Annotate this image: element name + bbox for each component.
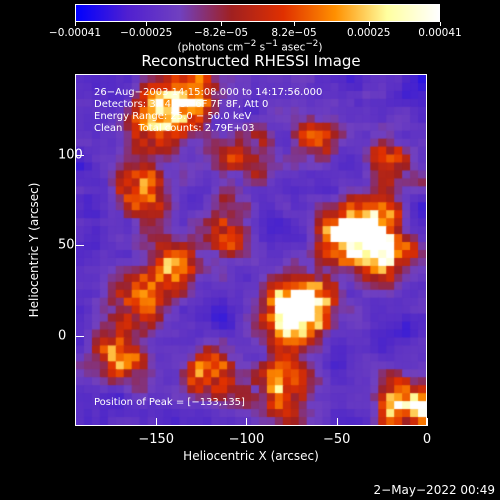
colorbar-tick-mark xyxy=(294,22,295,26)
y-tick-label: 50 xyxy=(58,237,75,253)
colorbar-units: (photons cm−2 s−1 asec−2) xyxy=(177,39,323,54)
x-tick-label: 0 xyxy=(422,432,432,447)
colorbar-tick-mark xyxy=(440,22,441,26)
annotation-time: 26−Aug−2003 14:15:08.000 to 14:17:56.000 xyxy=(94,87,323,98)
colorbar-tick-label: −0.00041 xyxy=(48,27,102,39)
colorbar-tick-mark xyxy=(221,22,222,26)
x-tick-mark xyxy=(427,418,428,426)
annotation-energy: Energy Range: 25.0 − 50.0 keV xyxy=(94,111,252,122)
x-tick-mark xyxy=(336,418,338,426)
y-tick-mark xyxy=(76,155,84,157)
plot-area: 26−Aug−2003 14:15:08.000 to 14:17:56.000… xyxy=(75,74,427,426)
y-tick-mark xyxy=(76,245,84,247)
x-axis-label: Heliocentric X (arcsec) xyxy=(183,449,319,463)
x-tick-label: −150 xyxy=(138,432,175,447)
annotation-counts: Clean Total counts: 2.79E+03 xyxy=(94,123,255,134)
x-tick-mark xyxy=(246,418,248,426)
y-tick-label: 0 xyxy=(58,328,67,344)
y-axis-label: Heliocentric Y (arcsec) xyxy=(27,182,41,318)
colorbar-tick-label: 0.00041 xyxy=(418,27,462,39)
heatmap-image xyxy=(76,75,426,425)
colorbar-tick-mark xyxy=(146,22,148,26)
annotation-detectors: Detectors: 3F 4F 5F 6F 7F 8F, Att 0 xyxy=(94,99,269,110)
colorbar-tick-label: 8.2e−05 xyxy=(271,27,317,39)
chart-title: Reconstructed RHESSI Image xyxy=(141,52,361,70)
x-tick-mark xyxy=(156,418,158,426)
x-tick-label: −100 xyxy=(228,432,265,447)
colorbar-tick-label: −8.2e−05 xyxy=(193,27,249,39)
y-tick-label: 100 xyxy=(58,147,83,163)
y-tick-mark xyxy=(76,335,84,337)
colorbar xyxy=(75,4,440,22)
colorbar-tick-mark xyxy=(368,22,370,26)
annotation-peak: Position of Peak = [−133,135] xyxy=(94,397,245,408)
colorbar-tick-mark xyxy=(75,22,76,26)
colorbar-tick-label: 0.00025 xyxy=(347,27,391,39)
timestamp: 2−May−2022 00:49 xyxy=(373,483,496,497)
colorbar-tick-label: −0.00025 xyxy=(120,27,173,39)
x-tick-label: −50 xyxy=(323,432,351,447)
